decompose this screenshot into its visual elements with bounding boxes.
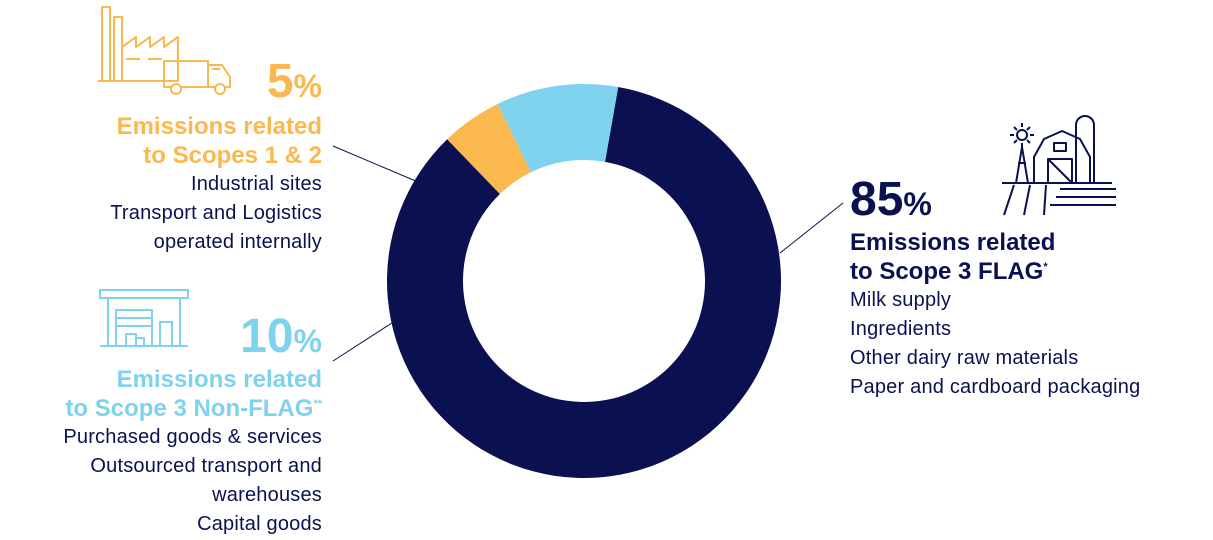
scope12-item: operated internally	[110, 228, 322, 257]
scope3-flag-item: Milk supply	[850, 286, 1140, 315]
scope3-nonflag-percent: 10%	[63, 313, 322, 361]
scope3-nonflag-percent-sign: %	[294, 323, 322, 359]
scope12-percent-sign: %	[294, 68, 322, 104]
scope3-flag-item: Other dairy raw materials	[850, 344, 1140, 373]
scope3-flag-footnote-mark: *	[1043, 261, 1047, 273]
scope12-item: Industrial sites	[110, 170, 322, 199]
scope3-nonflag-footnote-mark: **	[313, 398, 322, 410]
scope3-nonflag-item: Capital goods	[63, 510, 322, 539]
scope3-flag-percent-sign: %	[903, 186, 931, 222]
scope3-nonflag-heading-line1: Emissions related	[63, 365, 322, 394]
scope3-flag-percent: 85%	[850, 176, 1140, 224]
scope3-flag-percent-value: 85	[850, 173, 903, 226]
leader-line-scope3-flag	[780, 203, 843, 253]
scope3-nonflag-percent-value: 10	[240, 310, 293, 363]
scope12-heading-line2: to Scopes 1 & 2	[110, 141, 322, 170]
scope12-percent: 5%	[110, 58, 322, 106]
scope3-nonflag-label: 10% Emissions related to Scope 3 Non-FLA…	[63, 313, 322, 539]
scope3-flag-label: 85% Emissions related to Scope 3 FLAG* M…	[850, 176, 1140, 402]
scope3-nonflag-heading-text: to Scope 3 Non-FLAG	[65, 395, 313, 422]
scope12-heading-line1: Emissions related	[110, 112, 322, 141]
scope12-label: 5% Emissions related to Scopes 1 & 2 Ind…	[110, 58, 322, 257]
scope3-nonflag-item: Outsourced transport and	[63, 452, 322, 481]
scope3-nonflag-heading-line2: to Scope 3 Non-FLAG**	[63, 394, 322, 423]
scope3-flag-heading-line1: Emissions related	[850, 228, 1140, 257]
scope12-item: Transport and Logistics	[110, 199, 322, 228]
scope3-flag-heading-line2: to Scope 3 FLAG*	[850, 257, 1140, 286]
scope3-nonflag-item: Purchased goods & services	[63, 423, 322, 452]
scope3-flag-heading-text: to Scope 3 FLAG	[850, 258, 1043, 285]
donut-slices	[387, 84, 781, 478]
scope3-flag-item: Paper and cardboard packaging	[850, 373, 1140, 402]
scope3-nonflag-item: warehouses	[63, 481, 322, 510]
leader-line-scope3-nonflag	[333, 321, 395, 361]
scope3-flag-item: Ingredients	[850, 315, 1140, 344]
leader-line-scope12	[333, 146, 418, 182]
scope12-percent-value: 5	[267, 55, 294, 108]
